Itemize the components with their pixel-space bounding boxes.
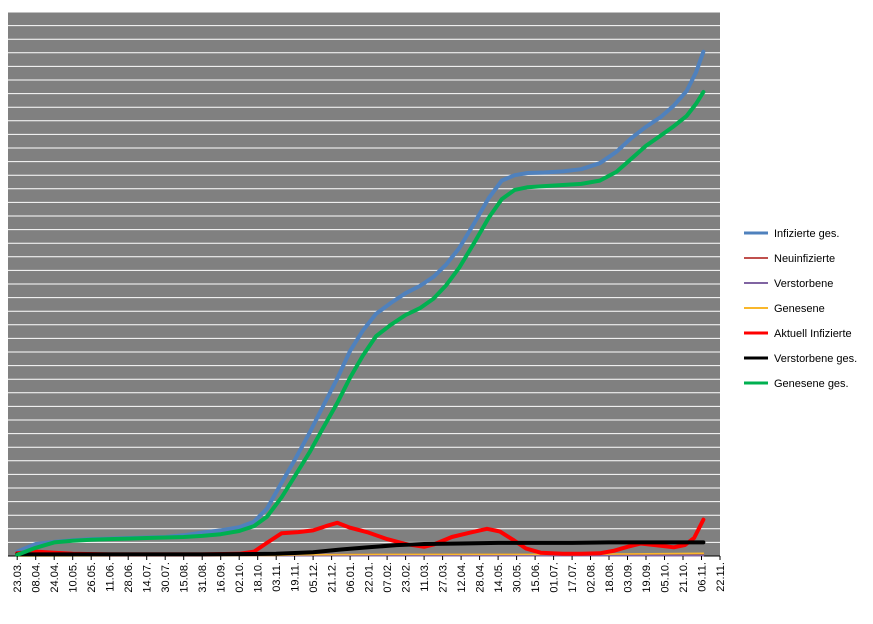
legend-label: Aktuell Infizierte [774,328,852,340]
x-tick-label: 19.09. [641,562,653,593]
legend-label: Neuinfizierte [774,253,835,265]
x-tick-label: 12.04. [456,562,468,593]
x-tick-label: 03.11. [271,562,283,592]
x-tick-label: 21.12. [327,562,339,593]
legend-label: Genesene ges. [774,378,849,390]
x-tick-label: 03.09. [623,562,635,593]
x-tick-label: 30.07. [160,562,172,593]
x-tick-label: 24.04. [49,562,61,593]
x-tick-label: 22.11. [715,562,727,592]
x-tick-label: 28.04. [475,562,487,593]
x-tick-label: 11.03. [419,562,431,592]
x-tick-label: 15.06. [530,562,542,593]
x-tick-label: 21.10. [678,562,690,593]
x-tick-label: 11.06. [105,562,117,592]
x-tick-label: 18.10. [253,562,265,593]
x-tick-label: 17.07. [567,562,579,593]
x-tick-label: 15.08. [179,562,191,593]
x-tick-label: 10.05. [68,562,80,593]
x-tick-label: 08.04. [31,562,43,593]
series-lines [15,49,706,557]
x-tick-label: 28.06. [123,562,135,593]
x-tick-label: 18.08. [604,562,616,593]
legend-label: Infizierte ges. [774,228,839,240]
x-tick-label: 23.02. [401,562,413,593]
x-tick-label: 19.11. [290,562,302,592]
x-tick-label: 14.05. [493,562,505,593]
x-tick-label: 06.01. [345,562,357,593]
x-tick-label: 07.02. [382,562,394,593]
x-tick-label: 31.08. [197,562,209,593]
x-tick-label: 06.11. [697,562,709,592]
x-tick-label: 16.09. [216,562,228,593]
x-tick-label: 01.07. [549,562,561,593]
x-tick-label: 02.10. [234,562,246,593]
series-line-verstorbene-ges [15,540,706,557]
series-line-genesene-ges [15,90,706,557]
x-tick-label: 23.03. [12,562,24,593]
x-tick-label: 05.10. [660,562,672,593]
x-tick-label: 26.05. [86,562,98,593]
gridlines [8,11,720,557]
x-tick-label: 27.03. [438,562,450,593]
x-tick-label: 22.01. [364,562,376,593]
x-axis-tick-labels: 23.03. 08.04. 24.04. 10.05. 26.05. 11.06. 28.0… [12,556,727,593]
legend-label: Verstorbene [774,278,833,290]
legend: Infizierte ges. Neuinfizierte Verstorbene G… [744,228,857,390]
x-tick-label: 14.07. [142,562,154,593]
x-tick-label: 30.05. [512,562,524,593]
x-tick-label: 05.12. [308,562,320,593]
legend-label: Verstorbene ges. [774,353,857,365]
x-tick-label: 02.08. [586,562,598,593]
legend-label: Genesene [774,303,825,315]
